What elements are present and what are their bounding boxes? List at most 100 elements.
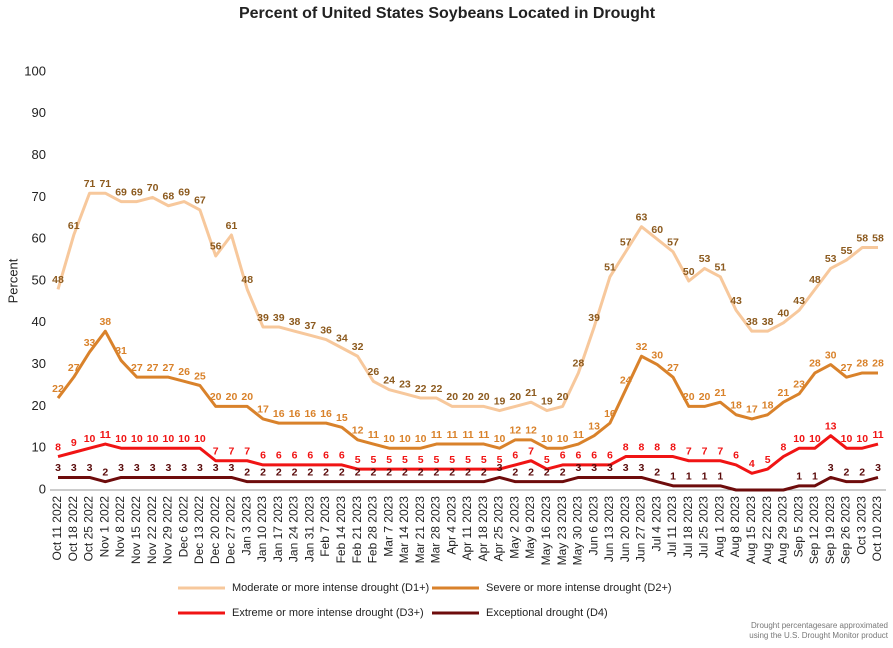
note: Drought percentagesare approximated [751,621,888,630]
value-label: 10 [494,433,506,445]
x-tick-label: May 30 2023 [571,496,585,566]
value-label: 3 [87,462,93,474]
value-label: 20 [446,391,458,403]
x-tick-label: Oct 11 2022 [50,496,64,561]
value-label: 3 [181,462,187,474]
value-label: 10 [131,433,143,445]
series-line [57,434,879,475]
value-label: 2 [528,466,534,478]
value-label: 13 [588,420,600,432]
x-tick-label: Jul 18 2023 [681,496,695,558]
value-label: 10 [541,433,553,445]
value-label: 11 [573,429,584,441]
value-label: 2 [544,466,550,478]
x-tick-label: Mar 28 2023 [429,496,443,564]
x-tick-label: Nov 1 2022 [97,496,111,558]
x-tick-label: Jun 6 2023 [586,496,600,556]
value-label: 6 [292,450,298,462]
value-label: 10 [557,433,569,445]
value-label: 31 [115,345,127,357]
value-label: 27 [131,362,143,374]
value-label: 68 [163,191,175,203]
x-tick-label: Feb 7 2023 [318,496,332,557]
value-label: 20 [462,391,474,403]
value-label: 12 [525,425,537,437]
value-label: 6 [307,450,313,462]
value-label: 10 [147,433,159,445]
value-label: 43 [793,295,805,307]
value-label: 6 [276,450,282,462]
y-tick-label: 0 [39,481,46,496]
x-tick-label: May 9 2023 [523,496,537,559]
value-label: 57 [667,237,679,249]
value-label: 2 [481,466,487,478]
value-label: 10 [809,433,821,445]
value-label: 3 [118,462,124,474]
value-label: 10 [856,433,868,445]
value-label: 2 [260,466,266,478]
value-label: 3 [591,462,597,474]
value-label: 53 [825,253,837,265]
value-label: 2 [292,466,298,478]
value-label: 1 [702,471,708,483]
value-label: 6 [575,450,581,462]
value-label: 20 [226,391,238,403]
value-label: 48 [52,274,64,286]
x-tick-label: Mar 7 2023 [381,496,395,557]
value-label: 39 [257,312,269,324]
chart-title: Percent of United States Soybeans Locate… [239,5,656,22]
value-label: 38 [762,316,774,328]
value-label: 25 [194,370,206,382]
value-label: 2 [560,466,566,478]
x-tick-label: Aug 22 2023 [760,496,774,564]
value-label: 70 [147,182,159,194]
value-label: 13 [825,420,837,432]
value-label: 2 [244,466,250,478]
value-label: 2 [370,466,376,478]
value-label: 30 [651,349,663,361]
value-label: 19 [494,395,506,407]
value-label: 1 [796,471,802,483]
value-label: 5 [370,454,376,466]
x-tick-label: Nov 15 2022 [129,496,143,564]
x-tick-label: Nov 29 2022 [161,496,175,564]
value-label: 11 [368,429,379,441]
value-label: 56 [210,241,222,253]
value-label: 3 [497,462,503,474]
value-label: 3 [623,462,629,474]
value-label: 8 [623,441,629,453]
x-tick-label: May 2 2023 [507,496,521,559]
value-label: 22 [52,383,64,395]
value-label: 48 [241,274,253,286]
value-label: 6 [607,450,613,462]
value-label: 8 [670,441,676,453]
x-tick-label: Nov 22 2022 [145,496,159,564]
x-tick-label: Feb 28 2023 [366,496,380,564]
value-label: 60 [651,224,663,236]
value-label: 39 [273,312,285,324]
value-label: 11 [447,429,458,441]
value-label: 8 [780,441,786,453]
value-label: 2 [402,466,408,478]
value-label: 27 [841,362,853,374]
value-label: 11 [100,429,111,441]
x-tick-label: Dec 13 2022 [192,496,206,564]
y-tick-label: 60 [32,231,46,246]
value-label: 19 [541,395,553,407]
value-label: 34 [336,333,348,345]
value-label: 58 [872,232,884,244]
x-tick-label: Jan 3 2023 [239,496,253,556]
value-label: 61 [68,220,80,232]
value-label: 2 [276,466,282,478]
x-tick-label: Mar 14 2023 [397,496,411,564]
x-tick-label: Jun 20 2023 [618,496,632,562]
value-label: 28 [856,358,868,370]
value-label: 51 [604,262,616,274]
value-label: 3 [71,462,77,474]
value-label: 69 [178,186,190,198]
x-tick-label: May 23 2023 [555,496,569,566]
value-label: 5 [497,454,503,466]
value-label: 2 [859,466,865,478]
value-label: 5 [418,454,424,466]
